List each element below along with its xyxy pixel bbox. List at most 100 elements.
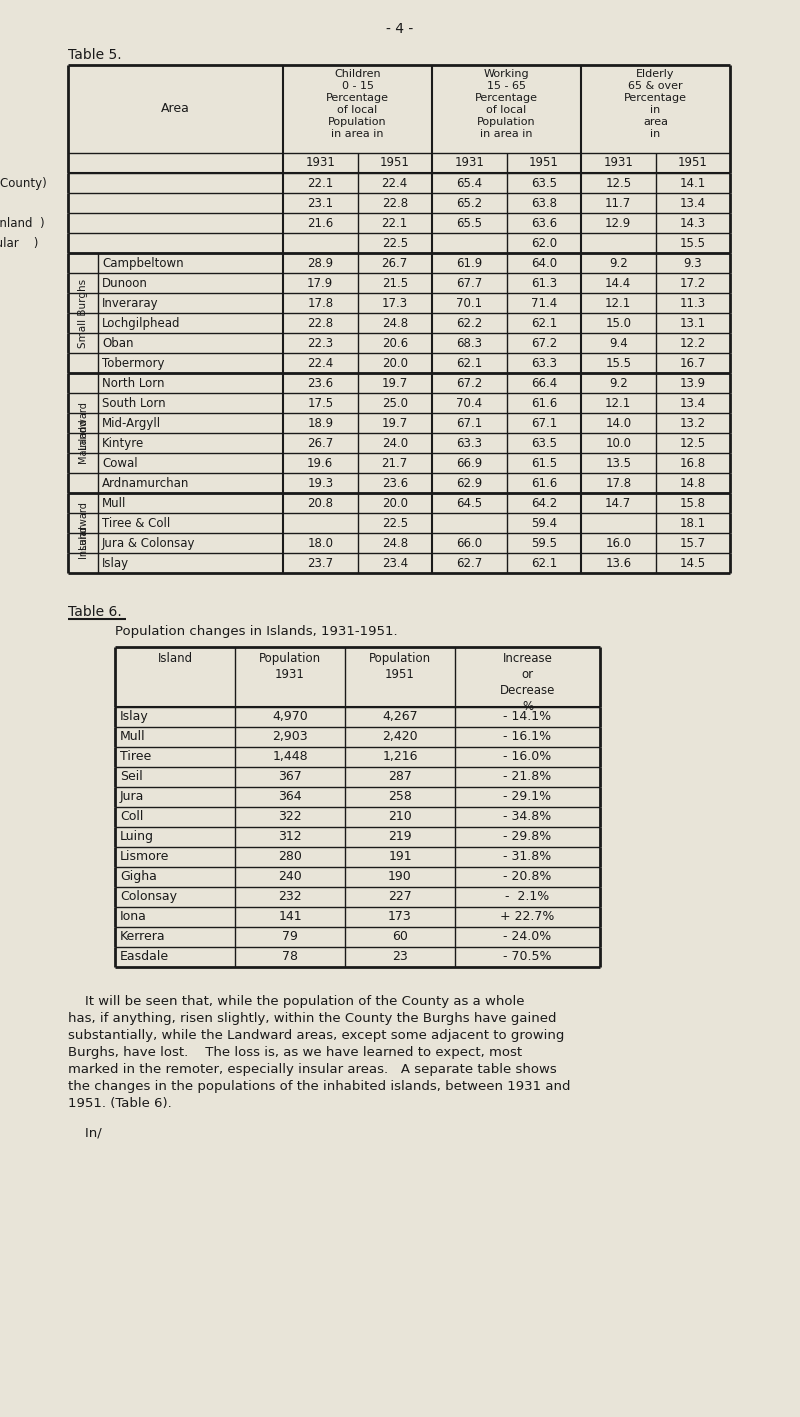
Text: 219: 219	[388, 830, 412, 843]
Text: 12.5: 12.5	[605, 177, 631, 190]
Text: - 21.8%: - 21.8%	[503, 769, 552, 784]
Text: Area: Area	[161, 102, 190, 116]
Text: Table 6.: Table 6.	[68, 605, 122, 619]
Text: 1951. (Table 6).: 1951. (Table 6).	[68, 1097, 172, 1110]
Text: 62.1: 62.1	[530, 317, 557, 330]
Text: North Lorn: North Lorn	[102, 377, 165, 390]
Text: 17.8: 17.8	[307, 298, 334, 310]
Text: 1,216: 1,216	[382, 750, 418, 762]
Text: 20.0: 20.0	[382, 357, 408, 370]
Text: has, if anything, risen slightly, within the County the Burghs have gained: has, if anything, risen slightly, within…	[68, 1012, 557, 1024]
Text: 12.2: 12.2	[680, 337, 706, 350]
Text: 66.0: 66.0	[456, 537, 482, 550]
Text: 15.8: 15.8	[680, 497, 706, 510]
Text: 67.1: 67.1	[530, 417, 557, 429]
Text: Kerrera: Kerrera	[120, 930, 166, 942]
Text: 14.5: 14.5	[680, 557, 706, 570]
Text: 141: 141	[278, 910, 302, 922]
Text: 23.4: 23.4	[382, 557, 408, 570]
Text: Seil: Seil	[120, 769, 142, 784]
Text: 22.5: 22.5	[382, 237, 408, 249]
Text: 23.1: 23.1	[307, 197, 334, 210]
Text: 25.0: 25.0	[382, 397, 408, 410]
Text: Jura: Jura	[120, 791, 144, 803]
Text: substantially, while the Landward areas, except some adjacent to growing: substantially, while the Landward areas,…	[68, 1029, 564, 1041]
Text: 9.3: 9.3	[683, 256, 702, 271]
Text: 22.8: 22.8	[307, 317, 334, 330]
Text: 26.7: 26.7	[307, 436, 334, 451]
Text: 22.1: 22.1	[382, 217, 408, 230]
Text: 22.1: 22.1	[307, 177, 334, 190]
Text: 14.1: 14.1	[680, 177, 706, 190]
Text: 1931: 1931	[603, 156, 633, 169]
Text: 17.5: 17.5	[307, 397, 334, 410]
Text: 18.9: 18.9	[307, 417, 334, 429]
Text: 22.5: 22.5	[382, 517, 408, 530]
Text: - 31.8%: - 31.8%	[503, 850, 552, 863]
Text: 173: 173	[388, 910, 412, 922]
Text: Landward Mainland  ): Landward Mainland )	[0, 217, 45, 230]
Text: 59.5: 59.5	[530, 537, 557, 550]
Text: 1951: 1951	[529, 156, 558, 169]
Text: Lochgilphead: Lochgilphead	[102, 317, 181, 330]
Text: 22.3: 22.3	[307, 337, 334, 350]
Text: 22.8: 22.8	[382, 197, 408, 210]
Text: 62.1: 62.1	[530, 557, 557, 570]
Text: 20.0: 20.0	[382, 497, 408, 510]
Text: 61.6: 61.6	[530, 478, 557, 490]
Text: - 4 -: - 4 -	[386, 23, 414, 35]
Text: 79: 79	[282, 930, 298, 942]
Text: 190: 190	[388, 870, 412, 883]
Text: 12.9: 12.9	[605, 217, 631, 230]
Text: 62.1: 62.1	[456, 357, 482, 370]
Text: 70.4: 70.4	[456, 397, 482, 410]
Text: 367: 367	[278, 769, 302, 784]
Text: 17.3: 17.3	[382, 298, 408, 310]
Text: 14.0: 14.0	[605, 417, 631, 429]
Text: 71.4: 71.4	[530, 298, 557, 310]
Text: 70.1: 70.1	[456, 298, 482, 310]
Text: Children
0 - 15
Percentage
of local
Population
in area in: Children 0 - 15 Percentage of local Popu…	[326, 69, 389, 139]
Text: 61.5: 61.5	[530, 458, 557, 470]
Text: 1,448: 1,448	[272, 750, 308, 762]
Text: Tobermory: Tobermory	[102, 357, 165, 370]
Text: 23.6: 23.6	[382, 478, 408, 490]
Text: 61.9: 61.9	[456, 256, 482, 271]
Text: the changes in the populations of the inhabited islands, between 1931 and: the changes in the populations of the in…	[68, 1080, 570, 1093]
Text: 13.9: 13.9	[680, 377, 706, 390]
Text: 65.4: 65.4	[456, 177, 482, 190]
Text: - 14.1%: - 14.1%	[503, 710, 551, 723]
Text: 63.5: 63.5	[530, 436, 557, 451]
Text: 63.8: 63.8	[530, 197, 557, 210]
Text: - 34.8%: - 34.8%	[503, 811, 552, 823]
Text: - 70.5%: - 70.5%	[503, 949, 552, 964]
Text: Ardnamurchan: Ardnamurchan	[102, 478, 190, 490]
Text: 9.4: 9.4	[609, 337, 628, 350]
Text: Landward: Landward	[78, 502, 88, 548]
Text: Islay: Islay	[102, 557, 129, 570]
Text: Small Burghs: Small Burghs	[78, 278, 88, 347]
Text: 66.9: 66.9	[456, 458, 482, 470]
Text: 68.3: 68.3	[456, 337, 482, 350]
Text: 15.5: 15.5	[606, 357, 631, 370]
Text: 62.9: 62.9	[456, 478, 482, 490]
Text: 364: 364	[278, 791, 302, 803]
Text: 67.7: 67.7	[456, 276, 482, 290]
Text: Inveraray: Inveraray	[102, 298, 158, 310]
Text: Working
15 - 65
Percentage
of local
Population
in area in: Working 15 - 65 Percentage of local Popu…	[475, 69, 538, 139]
Text: Population
1931: Population 1931	[259, 652, 321, 682]
Text: 22.4: 22.4	[382, 177, 408, 190]
Text: 14.3: 14.3	[680, 217, 706, 230]
Text: 60: 60	[392, 930, 408, 942]
Text: Oban: Oban	[102, 337, 134, 350]
Text: 28.9: 28.9	[307, 256, 334, 271]
Text: Mid-Argyll: Mid-Argyll	[102, 417, 161, 429]
Text: 64.5: 64.5	[456, 497, 482, 510]
Text: 22.4: 22.4	[307, 357, 334, 370]
Text: 24.8: 24.8	[382, 537, 408, 550]
Text: 15.0: 15.0	[606, 317, 631, 330]
Text: 62.7: 62.7	[456, 557, 482, 570]
Text: 78: 78	[282, 949, 298, 964]
Text: 232: 232	[278, 890, 302, 903]
Text: 13.1: 13.1	[680, 317, 706, 330]
